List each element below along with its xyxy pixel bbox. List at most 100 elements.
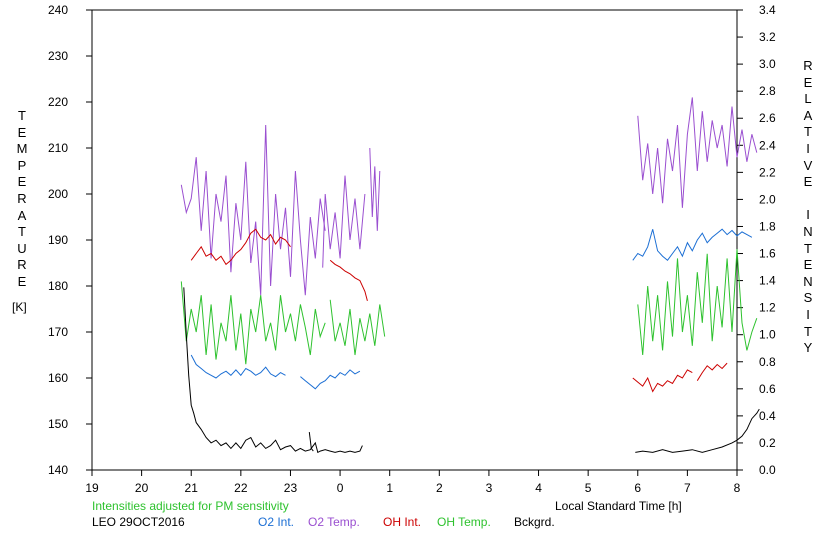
x-tick-label: 6 (634, 481, 641, 495)
x-tick-label: 21 (185, 481, 199, 495)
y-right-tick-label: 3.0 (759, 57, 776, 71)
x-axis-label: Local Standard Time [h] (555, 499, 682, 513)
axis-label-letter: L (804, 91, 812, 107)
y-right-tick-label: 0.8 (759, 355, 776, 369)
axis-label-letter: N (803, 273, 813, 289)
axis-label-letter: T (804, 124, 812, 140)
y-right-tick-label: 0.0 (759, 463, 776, 477)
x-tick-label: 5 (585, 481, 592, 495)
axis-label-letter: E (803, 257, 813, 273)
axis-label-letter: T (18, 224, 26, 240)
x-tick-label: 19 (85, 481, 99, 495)
y-right-tick-label: 1.6 (759, 247, 776, 261)
axis-label-letter: Y (803, 340, 813, 356)
y-right-tick-label: 1.2 (759, 301, 776, 315)
axis-ticks: 19 20 21 22 23 0 1 2 3 4 5 6 7 8140150160170180190200… (48, 3, 776, 495)
x-tick-label: 1 (386, 481, 393, 495)
y-left-tick-label: 220 (48, 95, 68, 109)
axis-label-letter: R (17, 190, 27, 206)
y-right-tick-label: 2.8 (759, 84, 776, 98)
series-line-oh-int (632, 369, 693, 393)
y-left-tick-label: 240 (48, 3, 68, 17)
axis-label-letter: E (17, 124, 27, 140)
y-left-tick-label: 190 (48, 233, 68, 247)
legend-o2-temp: O2 Temp. (308, 515, 360, 529)
y-left-tick-label: 140 (48, 463, 68, 477)
axis-label-letter: R (803, 58, 813, 73)
axis-label-letter: I (806, 306, 810, 322)
x-tick-label: 23 (284, 481, 298, 495)
axis-label-letter: E (803, 174, 813, 190)
x-tick-label: 0 (337, 481, 344, 495)
axis-label-letter: P (17, 157, 27, 173)
axis-label-letter: I (806, 207, 810, 223)
series-line-o2-temp (637, 97, 758, 208)
series-line-bckgrd (635, 408, 760, 453)
series-line-o2-int (632, 228, 753, 262)
series-line-oh-temp (637, 249, 758, 356)
sensitivity-note: Intensities adjusted for PM sensitivity (92, 499, 289, 513)
y-left-tick-label: 180 (48, 279, 68, 293)
y-right-tick-label: 2.0 (759, 192, 776, 206)
x-tick-label: 2 (436, 481, 443, 495)
series-line-bckgrd (308, 432, 314, 452)
series-line-o2-temp (369, 147, 381, 231)
axis-label-letter: M (16, 141, 28, 157)
series-line-o2-int (190, 354, 286, 379)
y-left-tick-label: 210 (48, 141, 68, 155)
series-line-oh-int (190, 228, 291, 266)
y-left-tick-label: 170 (48, 325, 68, 339)
x-tick-label: 22 (234, 481, 248, 495)
x-tick-label: 20 (135, 481, 149, 495)
y-right-tick-label: 2.2 (759, 165, 776, 179)
axis-label-letter: U (17, 240, 27, 256)
axis-label-letter: E (17, 174, 27, 190)
y-right-tick-label: 3.2 (759, 30, 776, 44)
y-right-tick-label: 0.4 (759, 409, 776, 423)
axis-label-letter: A (803, 107, 813, 123)
series-layer (180, 97, 760, 454)
axis-label-letter: T (804, 323, 812, 339)
y-right-tick-label: 2.6 (759, 111, 776, 125)
axis-label-letter: S (803, 290, 813, 306)
y-right-tick-label: 0.6 (759, 382, 776, 396)
axis-label-letter: N (803, 223, 813, 239)
axis-label-letter (800, 191, 816, 208)
series-line-oh-temp (329, 299, 386, 356)
series-line-bckgrd (183, 287, 363, 454)
y-right-tick-label: 3.4 (759, 3, 776, 17)
axis-label-letter: E (17, 273, 27, 289)
series-line-o2-int (300, 369, 361, 390)
series-line-o2-temp (322, 175, 366, 268)
legend-oh-int: OH Int. (383, 515, 422, 529)
y-left-tick-label: 230 (48, 49, 68, 63)
x-tick-label: 8 (734, 481, 741, 495)
y-left-unit: [K] (12, 300, 27, 314)
y-right-tick-label: 2.4 (759, 138, 776, 152)
axis-label-letter: V (803, 157, 813, 173)
legend-bckgrd: Bckgrd. (514, 515, 555, 529)
y-left-tick-label: 150 (48, 417, 68, 431)
x-tick-label: 7 (684, 481, 691, 495)
y-right-tick-label: 0.2 (759, 436, 776, 450)
axis-label-letter: E (803, 74, 813, 90)
y-left-tick-label: 200 (48, 187, 68, 201)
station-label: LEO 29OCT2016 (92, 515, 185, 529)
x-tick-label: 3 (486, 481, 493, 495)
legend-o2-int: O2 Int. (258, 515, 295, 529)
axis-label-letter: T (18, 108, 26, 123)
y-left-tick-label: 160 (48, 371, 68, 385)
axis-label-letter: I (806, 140, 810, 156)
series-line-oh-int (329, 259, 368, 302)
y-right-tick-label: 1.8 (759, 219, 776, 233)
y-right-tick-label: 1.0 (759, 328, 776, 342)
axis-label-letter: A (17, 207, 27, 223)
series-line-oh-int (696, 362, 728, 381)
x-tick-label: 4 (535, 481, 542, 495)
axis-label-letter: T (804, 240, 812, 256)
axis-label-letter: R (17, 257, 27, 273)
legend-oh-temp: OH Temp. (437, 515, 491, 529)
